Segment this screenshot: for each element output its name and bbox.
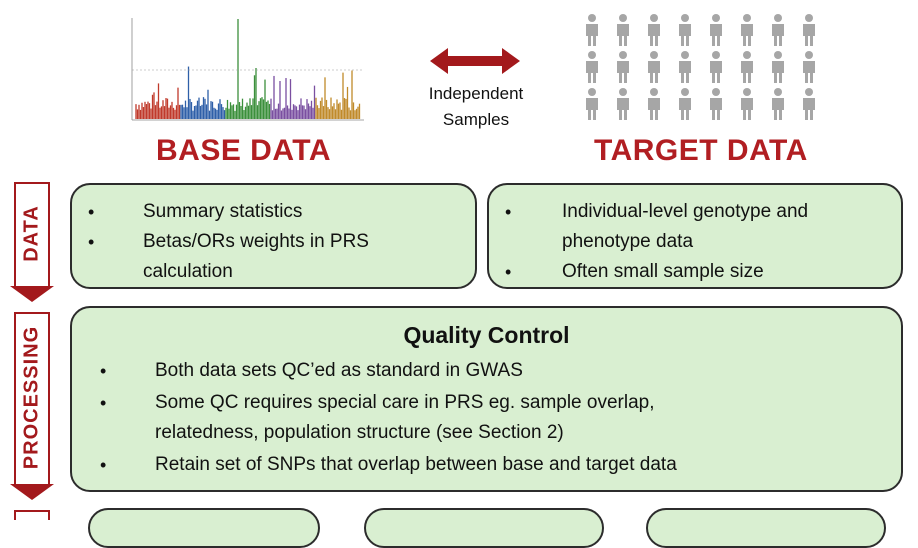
- person-icon: [741, 51, 753, 83]
- person-icon: [617, 51, 629, 83]
- person-icon: [741, 14, 753, 46]
- target-bullet-1: Individual-level genotype and: [562, 201, 809, 222]
- bullet-dot: •: [88, 202, 95, 222]
- qc-line-1: Both data sets QC’ed as standard in GWAS: [155, 360, 523, 381]
- bullet-dot: •: [100, 393, 107, 413]
- person-icon: [648, 14, 660, 46]
- person-icon: [710, 14, 722, 46]
- qc-line-3: relatedness, population structure (see S…: [155, 422, 564, 443]
- data-stage-label: DATA: [20, 205, 43, 262]
- bullet-dot: •: [88, 232, 95, 252]
- person-icon: [617, 88, 629, 120]
- base-bullet-2-cont: calculation: [143, 261, 233, 282]
- person-icon: [741, 88, 753, 120]
- person-icon: [679, 14, 691, 46]
- bullet-dot: •: [100, 361, 107, 381]
- target-bullet-1-cont: phenotype data: [562, 231, 694, 252]
- base-data-box: • Summary statistics • Betas/ORs weights…: [70, 183, 477, 289]
- person-icon: [617, 14, 629, 46]
- person-icon: [772, 51, 784, 83]
- quality-control-box: Quality Control • Both data sets QC’ed a…: [70, 306, 903, 492]
- person-icon: [803, 88, 815, 120]
- samples-label: Samples: [442, 110, 510, 129]
- person-icon: [586, 88, 598, 120]
- bullet-dot: •: [505, 202, 512, 222]
- processing-stage-arrow: [10, 484, 54, 500]
- manhattan-plot-thumbnail: [131, 18, 364, 121]
- person-icon: [648, 88, 660, 120]
- person-icon: [679, 88, 691, 120]
- independent-label: Independent: [428, 84, 524, 103]
- person-icon: [679, 51, 691, 83]
- person-icon: [648, 51, 660, 83]
- target-data-box: • Individual-level genotype and phenotyp…: [487, 183, 903, 289]
- bullet-dot: •: [505, 262, 512, 282]
- data-stage-tab: [14, 182, 50, 286]
- person-icon: [772, 88, 784, 120]
- target-bullet-2: Often small sample size: [562, 261, 764, 282]
- next-box-right: [646, 508, 886, 548]
- base-bullet-1: Summary statistics: [143, 201, 303, 222]
- processing-stage-tab: [14, 312, 50, 484]
- quality-control-title: Quality Control: [403, 322, 570, 348]
- base-data-title: BASE DATA: [156, 134, 332, 167]
- person-icon: [710, 88, 722, 120]
- base-bullet-2: Betas/ORs weights in PRS: [143, 231, 369, 252]
- data-stage-arrow: [10, 286, 54, 302]
- person-icon: [803, 14, 815, 46]
- processing-stage-label: PROCESSING: [20, 325, 43, 470]
- next-box-left: [88, 508, 320, 548]
- person-icon: [586, 14, 598, 46]
- next-box-middle: [364, 508, 604, 548]
- person-icon: [772, 14, 784, 46]
- people-icon-grid: [586, 14, 815, 120]
- person-icon: [586, 51, 598, 83]
- person-icon: [710, 51, 722, 83]
- qc-line-2: Some QC requires special care in PRS eg.…: [155, 392, 655, 413]
- double-arrow-icon: [430, 48, 520, 74]
- qc-line-4: Retain set of SNPs that overlap between …: [155, 454, 677, 475]
- person-icon: [803, 51, 815, 83]
- next-stage-tab: [14, 510, 50, 520]
- target-data-title: TARGET DATA: [594, 134, 808, 167]
- bullet-dot: •: [100, 455, 107, 475]
